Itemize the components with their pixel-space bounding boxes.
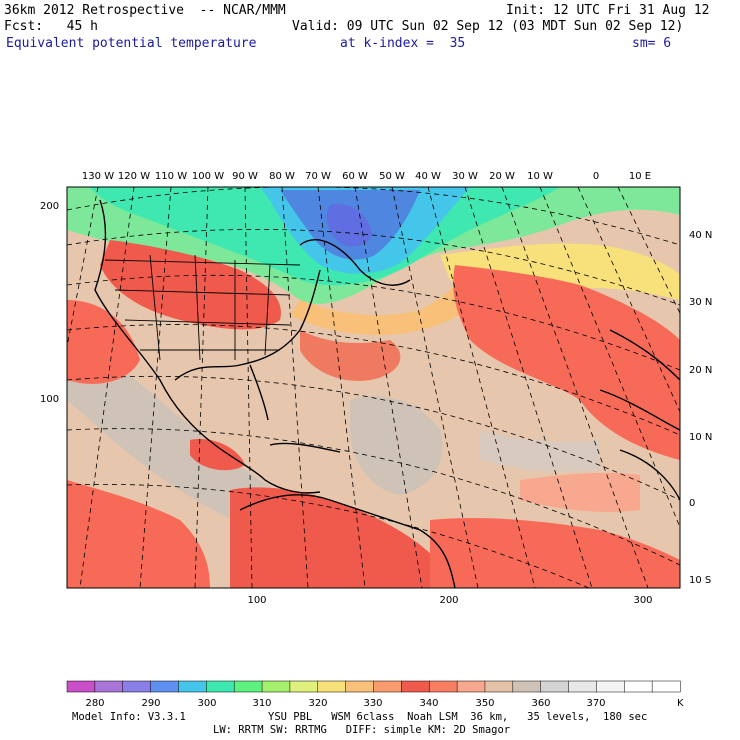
lon-label: 110 W [155, 171, 187, 182]
colorbar-swatch [568, 680, 597, 693]
colorbar-swatch [122, 680, 152, 693]
bottom-index-label: 100 [247, 595, 266, 606]
lon-label: 40 W [415, 171, 441, 182]
colorbar-swatch [289, 680, 319, 693]
lon-label: 0 [593, 171, 599, 182]
grid-index-labels: 200 100 100 200 300 [40, 201, 653, 606]
lon-label: 100 W [192, 171, 224, 182]
map-frame [66, 186, 681, 589]
lat-label: 30 N [689, 297, 712, 308]
lon-label: 10 W [527, 171, 553, 182]
map-panel [67, 187, 680, 588]
colorbar-swatch [66, 680, 96, 693]
colorbar-swatch [596, 680, 625, 693]
lon-label: 10 E [629, 171, 651, 182]
lat-label: 40 N [689, 230, 712, 241]
bottom-index-label: 300 [633, 595, 652, 606]
colorbar-swatch [261, 680, 291, 693]
colorbar-label: 330 [363, 698, 382, 709]
lat-label: 20 N [689, 365, 712, 376]
coastlines [94, 199, 680, 588]
latitude-lines [67, 187, 680, 588]
colorbar-swatch [540, 680, 570, 693]
valid-time: Valid: 09 UTC Sun 02 Sep 12 (03 MDT Sun … [292, 19, 684, 34]
forecast-hour: Fcst: 45 h [4, 19, 98, 34]
lon-label: 60 W [342, 171, 368, 182]
colorbar-label: 300 [197, 698, 216, 709]
colorbar-label: 320 [308, 698, 327, 709]
colorbar-swatch [456, 680, 486, 693]
colorbar-label: 350 [475, 698, 494, 709]
longitude-lines [67, 187, 680, 588]
lon-label: 20 W [489, 171, 515, 182]
lon-label: 120 W [118, 171, 150, 182]
colorbar-swatch [651, 680, 681, 693]
lon-label: 70 W [305, 171, 331, 182]
colorbar-label: 280 [85, 698, 104, 709]
colorbar-swatch [317, 680, 347, 693]
colorbar-swatch [373, 680, 402, 693]
smoothing-label: sm= 6 [632, 36, 672, 51]
bottom-index-label: 200 [439, 595, 458, 606]
colorbar-label: 290 [141, 698, 160, 709]
colorbar-swatch [512, 680, 542, 693]
left-index-label: 100 [40, 394, 59, 405]
left-index-label: 200 [40, 201, 59, 212]
model-info: Model Info: V3.3.1 [72, 711, 186, 723]
field-name: Equivalent potential temperature [6, 36, 257, 51]
physics-line-1: YSU PBL WSM 6class Noah LSM 36 km, 35 le… [268, 711, 648, 723]
colorbar-labels: 280 290 300 310 320 330 340 350 360 370 … [85, 698, 684, 709]
colorbar-swatch [428, 680, 458, 693]
lat-label: 10 S [689, 575, 711, 586]
colorbar-label: 340 [419, 698, 438, 709]
model-title: 36km 2012 Retrospective -- NCAR/MMM [4, 3, 286, 18]
colorbar-label: 310 [252, 698, 271, 709]
political-borders [104, 254, 301, 361]
colorbar-swatch [206, 680, 235, 693]
lon-label: 90 W [232, 171, 258, 182]
lon-label: 80 W [269, 171, 295, 182]
colorbar [66, 680, 681, 693]
colorbar-swatch [94, 680, 124, 693]
colorbar-swatch [624, 680, 653, 693]
init-time: Init: 12 UTC Fri 31 Aug 12 [506, 3, 710, 18]
colorbar-swatch [233, 680, 263, 693]
colorbar-swatch [484, 680, 514, 693]
colorbar-swatch [345, 680, 375, 693]
lon-label: 50 W [379, 171, 405, 182]
colorbar-swatch [401, 680, 430, 693]
colorbar-swatch [150, 680, 179, 693]
physics-line-2: LW: RRTM SW: RRTMG DIFF: simple KM: 2D S… [213, 724, 511, 736]
level-label: at k-index = 35 [340, 36, 466, 51]
colorbar-swatch [178, 680, 207, 693]
colorbar-label: 360 [531, 698, 550, 709]
colorbar-unit: K [677, 698, 684, 709]
lon-label: 130 W [82, 171, 114, 182]
colorbar-label: 370 [586, 698, 605, 709]
lon-label: 30 W [452, 171, 478, 182]
lat-label: 10 N [689, 432, 712, 443]
right-latitude-labels: 40 N 30 N 20 N 10 N 0 10 S [689, 230, 712, 586]
top-longitude-labels: 130 W 120 W 110 W 100 W 90 W 80 W 70 W 6… [82, 171, 651, 182]
lat-label: 0 [689, 498, 695, 509]
